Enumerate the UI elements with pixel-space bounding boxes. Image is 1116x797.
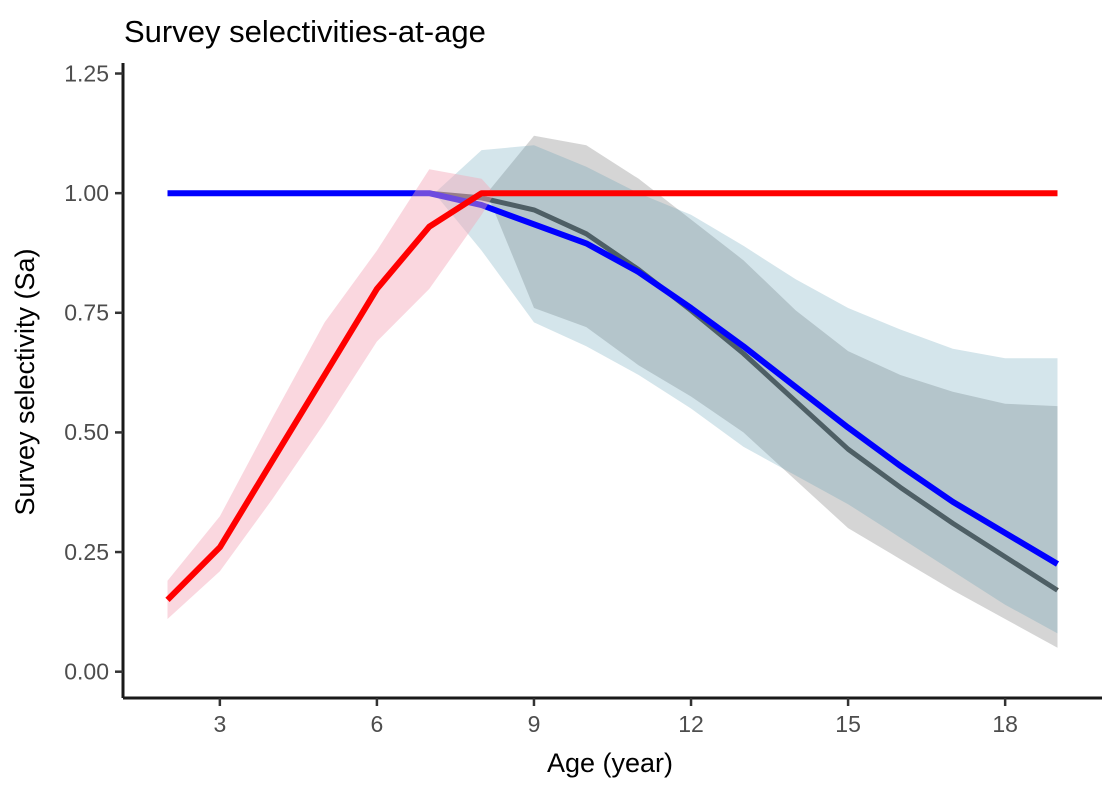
x-tick-label: 6 [371, 711, 384, 737]
x-tick-label: 15 [835, 711, 861, 737]
x-tick-label: 18 [992, 711, 1018, 737]
x-tick-label: 12 [678, 711, 704, 737]
series-line-red-survey [165, 190, 1058, 603]
ci-band-blue-ci [434, 145, 1058, 634]
x-tick-label: 3 [213, 711, 226, 737]
series-layers [165, 135, 1060, 648]
y-tick-label: 1.00 [64, 180, 109, 206]
y-tick-label: 0.50 [64, 419, 109, 445]
axis-layer: 0.00 0.25 0.50 0.75 1.00 1.25 3 6 9 12 15 18 [64, 60, 1102, 737]
y-tick-label: 1.25 [64, 60, 109, 86]
x-tick-label: 9 [528, 711, 541, 737]
y-axis-title: Survey selectivity (Sa) [10, 248, 40, 515]
series-line-blue-survey [167, 190, 1060, 567]
x-axis-title: Age (year) [547, 748, 673, 778]
y-tick-label: 0.00 [64, 659, 109, 685]
y-tick-label: 0.75 [64, 300, 109, 326]
chart-title: Survey selectivities-at-age [124, 14, 486, 49]
ci-band-red-ci [167, 169, 495, 619]
y-tick-label: 0.25 [64, 539, 109, 565]
